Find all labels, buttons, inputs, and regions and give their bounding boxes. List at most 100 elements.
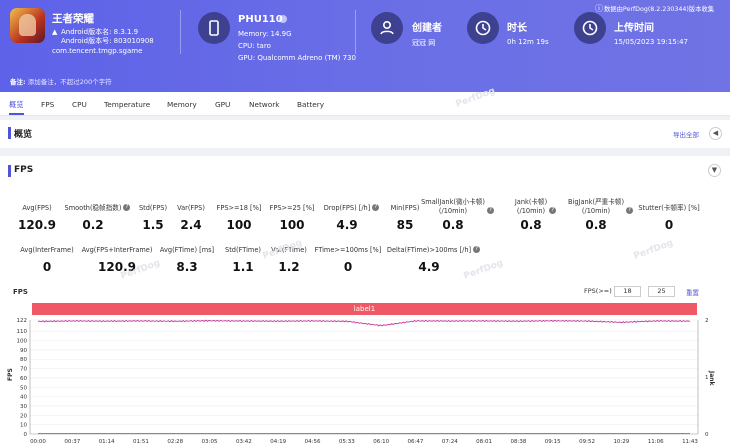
note-input[interactable]: 添加备注，不超过200个字符 xyxy=(27,78,112,86)
duration-value: 0h 12m 19s xyxy=(507,38,549,46)
y-tick-label: 10 xyxy=(20,423,27,429)
overview-section: 概览 导出全部 ◀ xyxy=(0,120,730,148)
fps-chart[interactable]: 0 10 20 30 40 50 60 70 80 90 100 110 122 0 1 2 00:00 00:3… xyxy=(0,317,730,447)
row2-label: Std(FTime) xyxy=(225,246,261,254)
row1-value: 0.8 xyxy=(520,218,542,232)
row1-value: 0.2 xyxy=(82,218,104,232)
android-icon: ▲ xyxy=(52,28,58,36)
device-memory: Memory: 14.9G xyxy=(238,30,292,38)
y-tick-label: 40 xyxy=(20,395,27,401)
android-version: Android版本名: 8.3.1.9 xyxy=(61,28,139,36)
tab-network[interactable]: Network xyxy=(249,100,280,109)
row1-value: 100 xyxy=(226,218,252,232)
x-tick-label: 09:52 xyxy=(579,439,595,445)
row1-value: 120.9 xyxy=(18,218,56,232)
upload-value: 15/05/2023 19:15:47 xyxy=(614,38,689,46)
y-tick-label: 80 xyxy=(20,357,27,363)
fps-threshold-input-1[interactable]: 18 xyxy=(614,286,641,297)
row2-value: 0 xyxy=(343,260,353,274)
android-code: Android版本号: 803010908 xyxy=(61,37,154,45)
row1-label: Drop(FPS) [/h] xyxy=(323,204,371,212)
fps-series-line xyxy=(37,319,691,327)
help-icon[interactable]: ? xyxy=(626,207,634,214)
row1-label: Min(FPS) xyxy=(390,204,420,212)
phone-icon xyxy=(198,12,230,44)
row1-value: 0.8 xyxy=(585,218,607,232)
row1-value: 1.5 xyxy=(142,218,164,232)
row2-label: Avg(FPS+InterFrame) xyxy=(81,246,153,254)
device-name: PHU110 xyxy=(238,14,283,25)
row1-label: FPS>=18 [%] xyxy=(216,204,262,212)
note-row[interactable]: 备注: 添加备注，不超过200个字符 xyxy=(0,70,730,92)
creator-value: 冠冠 网 xyxy=(412,39,436,47)
help-icon[interactable]: ? xyxy=(372,204,380,211)
info-icon xyxy=(279,15,287,23)
row1-label: Smooth(稳帧指数) xyxy=(64,204,122,212)
help-icon[interactable]: ? xyxy=(123,204,131,211)
x-tick-label: 11:06 xyxy=(648,439,664,445)
info-circle-icon: ⓘ xyxy=(595,4,603,13)
collapse-fps-button[interactable]: ▼ xyxy=(708,164,721,177)
row2-label: FTime>=100ms [%] xyxy=(314,246,382,254)
overview-title: 概览 xyxy=(14,130,33,140)
fps-threshold-input-2[interactable]: 25 xyxy=(648,286,675,297)
x-tick-label: 09:15 xyxy=(545,439,561,445)
x-tick-label: 08:38 xyxy=(510,439,526,445)
reset-button[interactable]: 重置 xyxy=(686,289,699,297)
collapse-overview-button[interactable]: ◀ xyxy=(709,127,722,140)
tab-overview[interactable]: 概览 xyxy=(9,100,24,115)
device-gpu: GPU: Qualcomm Adreno (TM) 730 xyxy=(238,54,356,62)
user-icon xyxy=(371,12,403,44)
tab-gpu[interactable]: GPU xyxy=(215,100,231,109)
tab-memory[interactable]: Memory xyxy=(167,100,197,109)
tab-battery[interactable]: Battery xyxy=(297,100,325,109)
row2-label: Avg(InterFrame) xyxy=(20,246,74,254)
row1-value: 2.4 xyxy=(180,218,202,232)
row1-label: SmallJank(微小卡顿) (/10min) xyxy=(421,198,485,215)
upload-time-icon xyxy=(574,12,606,44)
row1-label: FPS>=25 [%] xyxy=(269,204,315,212)
creator-label: 创建者 xyxy=(412,23,442,34)
x-tick-label: 10:29 xyxy=(613,439,629,445)
y-tick-label: 20 xyxy=(20,413,27,419)
row1-label: Std(FPS) xyxy=(138,204,168,212)
help-icon[interactable]: ? xyxy=(473,246,481,253)
row1-label: Jank(卡顿) (/10min) xyxy=(514,198,548,215)
label-bar[interactable]: label1 xyxy=(32,303,697,315)
report-header: 王者荣耀 ▲ Android版本名: 8.3.1.9 Android版本号: 8… xyxy=(0,0,730,92)
row2-label: Var(FTime) xyxy=(271,246,307,254)
x-tick-label: 01:14 xyxy=(99,439,115,445)
row1-value: 0 xyxy=(664,218,674,232)
tab-temperature[interactable]: Temperature xyxy=(104,100,151,109)
x-tick-label: 03:05 xyxy=(202,439,218,445)
x-tick-label: 04:56 xyxy=(305,439,321,445)
export-all-link[interactable]: 导出全部 xyxy=(673,131,699,139)
x-tick-label: 11:43 xyxy=(682,439,698,445)
row1-label: Avg(FPS) xyxy=(22,204,52,212)
help-icon[interactable]: ? xyxy=(549,207,557,214)
row1-label: BigJank(严重卡顿) (/10min) xyxy=(567,198,625,215)
x-tick-label: 04:19 xyxy=(270,439,286,445)
row2-label: Avg(FTime) [ms] xyxy=(159,246,215,254)
y-tick-label: 70 xyxy=(20,367,27,373)
tab-cpu[interactable]: CPU xyxy=(72,100,87,109)
x-tick-label: 02:28 xyxy=(167,439,183,445)
data-source: 数据由PerfDog(8.2.230344)版本收集 xyxy=(604,6,714,13)
app-icon xyxy=(10,8,45,43)
y-right-axis-label: Jank xyxy=(708,370,715,387)
package-name: com.tencent.tmgp.sgame xyxy=(52,47,143,55)
y-right-tick-label: 0 xyxy=(705,432,709,438)
row2-value: 1.2 xyxy=(278,260,300,274)
note-label: 备注: xyxy=(10,78,26,86)
tab-fps[interactable]: FPS xyxy=(41,100,55,109)
y-tick-label: 100 xyxy=(17,339,28,345)
chart-title: FPS xyxy=(13,288,28,296)
row2-label: Delta(FTime)>100ms [/h] xyxy=(386,246,472,254)
help-icon[interactable]: ? xyxy=(486,207,494,214)
y-tick-label: 60 xyxy=(20,376,27,382)
x-tick-label: 08:01 xyxy=(476,439,492,445)
x-tick-label: 00:37 xyxy=(64,439,80,445)
row1-value: 85 xyxy=(396,218,414,232)
device-cpu: CPU: taro xyxy=(238,42,271,50)
y-axis-label: FPS xyxy=(7,368,14,381)
